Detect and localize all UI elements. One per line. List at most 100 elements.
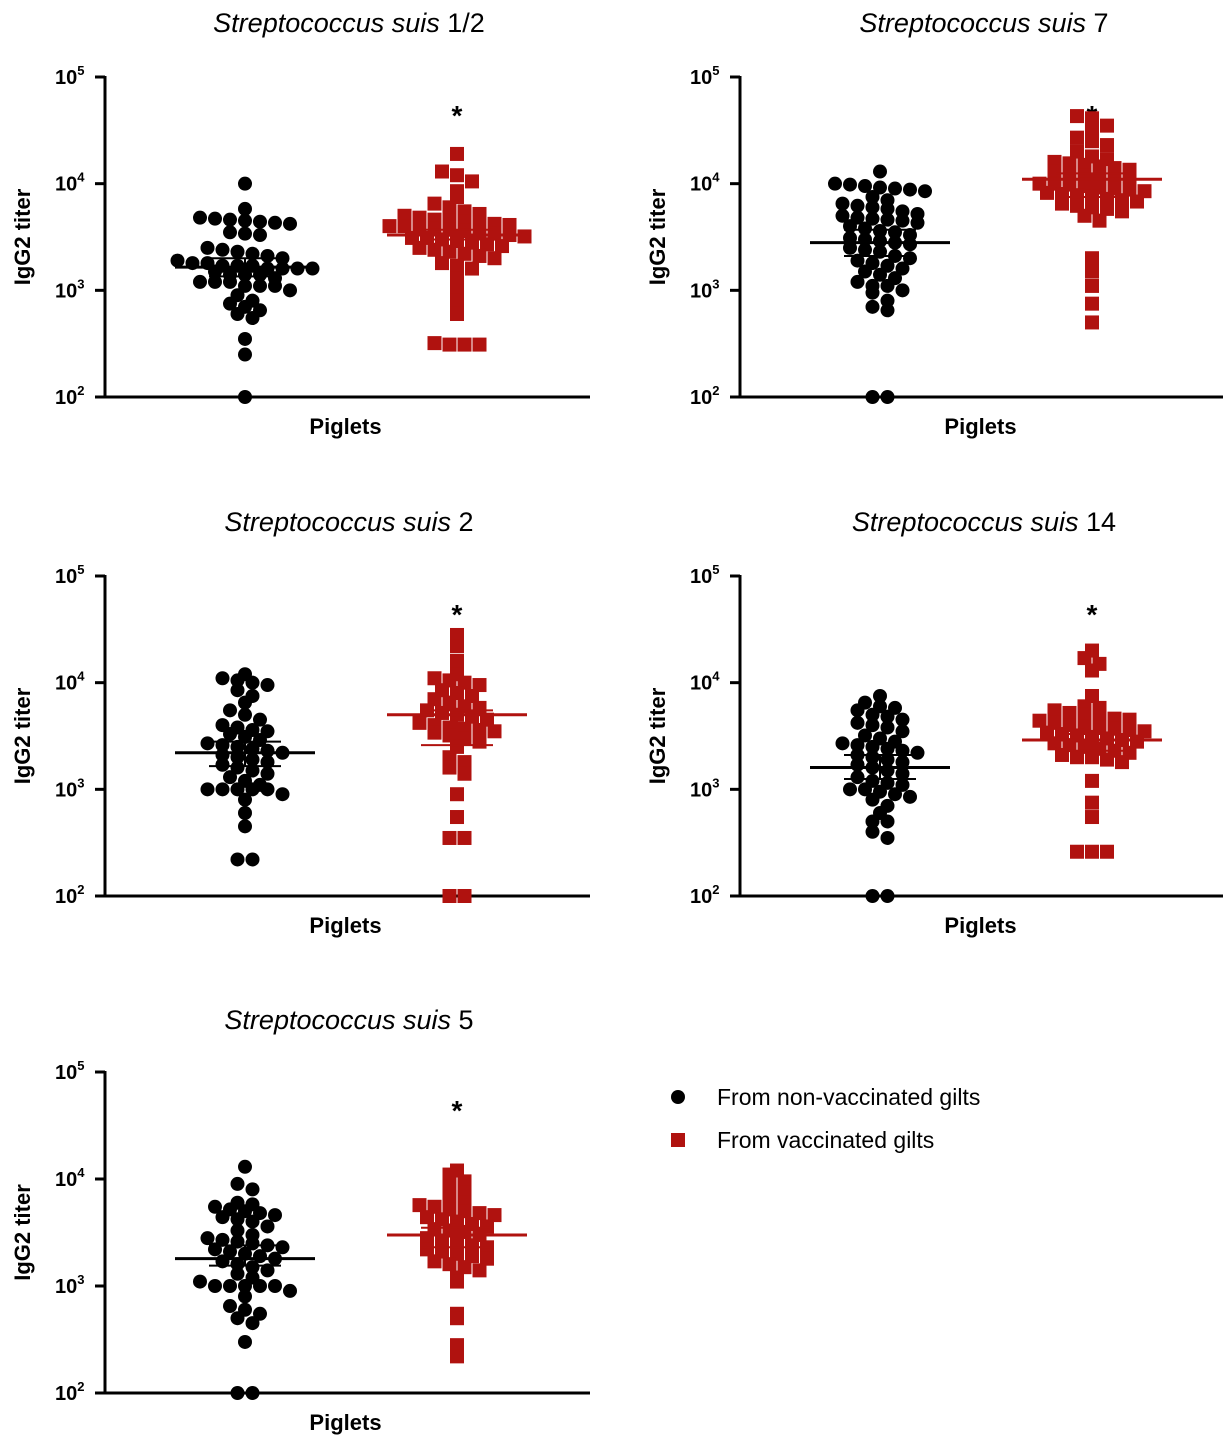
data-point [193, 1275, 207, 1289]
data-point [450, 271, 464, 285]
data-point [231, 307, 245, 321]
data-point [231, 683, 245, 697]
chart-title-species: Streptococcus suis [224, 507, 451, 537]
y-tick-label: 104 [690, 170, 720, 196]
series-vaccinated [387, 628, 527, 903]
chart-title-serotype: 2 [451, 507, 474, 537]
data-point [1078, 651, 1092, 665]
y-tick-label: 103 [690, 276, 719, 302]
data-point [473, 249, 487, 263]
data-point [238, 348, 252, 362]
x-axis-label: Piglets [309, 414, 381, 439]
data-point [223, 1279, 237, 1293]
data-point [216, 782, 230, 796]
data-point [851, 758, 865, 772]
y-tick-label: 105 [690, 562, 719, 588]
chart-title: Streptococcus suis 14 [852, 507, 1116, 537]
data-point [1115, 755, 1129, 769]
chart-title: Streptococcus suis 5 [224, 1005, 473, 1035]
data-point [881, 831, 895, 845]
data-point [911, 746, 925, 760]
legend-marker-non-vaccinated [671, 1090, 685, 1104]
data-point [238, 696, 252, 710]
y-tick-label: 104 [55, 170, 85, 196]
y-axis-label: IgG2 titer [645, 687, 670, 784]
panels: Streptococcus suis 1/2 102 103 104 105 IgG2 t… [10, 8, 1223, 1435]
chart-title-species: Streptococcus suis [213, 8, 440, 38]
data-point [413, 241, 427, 255]
data-point [246, 1386, 260, 1400]
y-tick-label: 104 [55, 1165, 85, 1191]
significance-marker: * [1087, 599, 1098, 630]
data-point [450, 654, 464, 668]
data-point [888, 787, 902, 801]
data-point [851, 275, 865, 289]
y-axis-label: IgG2 titer [645, 188, 670, 285]
x-axis-label: Piglets [944, 913, 1016, 938]
data-point [1085, 796, 1099, 810]
y-tick-label: 103 [55, 775, 84, 801]
data-point [450, 147, 464, 161]
data-point [828, 177, 842, 191]
data-point [450, 1349, 464, 1363]
data-point [1085, 315, 1099, 329]
data-point [881, 303, 895, 317]
data-point [231, 1177, 245, 1191]
data-point [465, 174, 479, 188]
y-tick-label: 102 [55, 882, 84, 908]
data-point [1085, 134, 1099, 148]
data-point [1100, 119, 1114, 133]
data-point [450, 307, 464, 321]
data-point [1070, 131, 1084, 145]
data-point [1085, 664, 1099, 678]
data-point [201, 241, 215, 255]
series-vaccinated [383, 147, 532, 352]
data-point [223, 770, 237, 784]
x-axis-label: Piglets [944, 414, 1016, 439]
data-point [495, 239, 509, 253]
y-tick-label: 103 [55, 276, 84, 302]
chart-title: Streptococcus suis 7 [859, 8, 1108, 38]
data-point [866, 825, 880, 839]
series-vaccinated [1022, 109, 1162, 329]
data-point [1093, 214, 1107, 228]
data-point [866, 300, 880, 314]
y-tick-label: 105 [55, 562, 84, 588]
data-point [216, 758, 230, 772]
data-point [881, 814, 895, 828]
data-point [208, 1279, 222, 1293]
data-point [450, 294, 464, 308]
legend-label-non-vaccinated: From non-vaccinated gilts [717, 1084, 980, 1110]
data-point [473, 735, 487, 749]
data-point [238, 819, 252, 833]
data-point [261, 1219, 275, 1233]
data-point [223, 213, 237, 227]
data-point [1100, 138, 1114, 152]
series-non_vaccinated [175, 667, 315, 866]
data-point [268, 1279, 282, 1293]
series-non_vaccinated [810, 165, 950, 404]
data-point [488, 251, 502, 265]
data-point [231, 852, 245, 866]
data-point [1033, 714, 1047, 728]
data-point [866, 390, 880, 404]
data-point [1115, 204, 1129, 218]
data-point [458, 889, 472, 903]
chart-title: Streptococcus suis 1/2 [213, 8, 485, 38]
data-point [238, 214, 252, 228]
data-point [1085, 810, 1099, 824]
data-point [201, 782, 215, 796]
data-point [238, 177, 252, 191]
data-point [851, 716, 865, 730]
data-point [465, 262, 479, 276]
data-point [911, 216, 925, 230]
data-point [1063, 706, 1077, 720]
data-point [283, 1284, 297, 1298]
data-point [866, 286, 880, 300]
data-point [246, 852, 260, 866]
data-point [458, 767, 472, 781]
significance-marker: * [452, 100, 463, 131]
y-tick-label: 105 [690, 63, 719, 89]
chart-title-serotype: 7 [1086, 8, 1109, 38]
